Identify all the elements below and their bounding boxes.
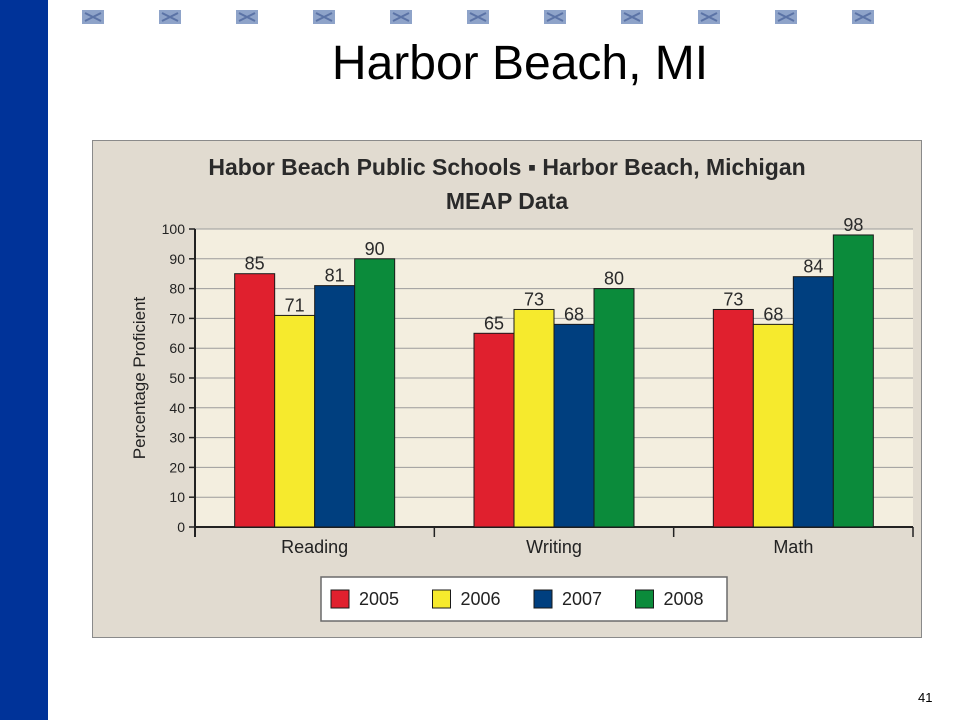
y-tick-label: 90 bbox=[169, 251, 185, 267]
bar-chart: 0 10 20 30 40 50 60 70 80 90 100 Percentage Profici… bbox=[130, 215, 914, 622]
legend: 2005 2006 2007 2008 bbox=[320, 576, 728, 622]
bar-math-2007 bbox=[792, 276, 834, 528]
legend-box bbox=[320, 576, 728, 622]
legend-swatch bbox=[330, 589, 350, 609]
bar-writing-2008 bbox=[593, 288, 635, 528]
bar-math-2005 bbox=[712, 308, 754, 528]
bar-writing-2007 bbox=[553, 323, 595, 528]
header-decoration bbox=[80, 9, 950, 25]
y-tick-label: 80 bbox=[169, 281, 185, 297]
chart-subtitle: MEAP Data bbox=[445, 188, 569, 214]
left-accent-bar bbox=[0, 0, 48, 720]
y-tick-label: 60 bbox=[169, 340, 185, 356]
legend-swatch bbox=[533, 589, 553, 609]
data-label: 98 bbox=[843, 215, 863, 235]
y-tick-label: 30 bbox=[169, 430, 185, 446]
bar-reading-2005 bbox=[234, 273, 276, 528]
bar-math-2006 bbox=[752, 323, 794, 528]
data-label: 81 bbox=[325, 266, 345, 286]
data-label: 68 bbox=[763, 304, 783, 324]
page-number: 41 bbox=[918, 690, 933, 705]
header-deco-square bbox=[82, 10, 104, 24]
header-deco-square bbox=[621, 10, 643, 24]
bar-math-2008 bbox=[832, 234, 874, 528]
header-deco-square bbox=[236, 10, 258, 24]
chart-title: Habor Beach Public Schools ▪ Harbor Beac… bbox=[208, 154, 806, 180]
data-label: 73 bbox=[723, 289, 743, 309]
chart-panel: Habor Beach Public Schools ▪ Harbor Beac… bbox=[92, 140, 922, 638]
bar-writing-2005 bbox=[473, 332, 515, 528]
legend-label: 2006 bbox=[461, 589, 501, 609]
bar-reading-2007 bbox=[314, 285, 356, 528]
legend-swatch bbox=[635, 589, 654, 609]
y-tick-label: 100 bbox=[162, 221, 186, 237]
bar-reading-2006 bbox=[274, 314, 316, 528]
data-label: 71 bbox=[285, 295, 305, 315]
data-label: 65 bbox=[484, 313, 504, 333]
y-tick-label: 70 bbox=[169, 310, 185, 326]
header-deco-square bbox=[159, 10, 181, 24]
legend-label: 2005 bbox=[359, 589, 399, 609]
header-deco-square bbox=[390, 10, 412, 24]
x-tick-label: Math bbox=[773, 537, 813, 557]
legend-label: 2008 bbox=[664, 589, 704, 609]
data-label: 85 bbox=[245, 254, 265, 274]
y-tick-label: 40 bbox=[169, 400, 185, 416]
header-deco-square bbox=[313, 10, 335, 24]
y-tick-label: 50 bbox=[169, 370, 185, 386]
y-tick-label: 20 bbox=[169, 459, 185, 475]
header-deco-square bbox=[544, 10, 566, 24]
header-deco-square bbox=[698, 10, 720, 24]
data-label: 84 bbox=[803, 257, 823, 277]
data-label: 73 bbox=[524, 289, 544, 309]
header-deco-square bbox=[852, 10, 874, 24]
y-tick-label: 0 bbox=[177, 519, 185, 535]
bar-writing-2006 bbox=[513, 308, 555, 528]
slide-title: Harbor Beach, MI bbox=[331, 37, 709, 90]
data-label: 90 bbox=[365, 239, 385, 259]
legend-swatch bbox=[432, 589, 451, 609]
y-axis-label: Percentage Proficient bbox=[130, 296, 149, 459]
header-deco-square bbox=[467, 10, 489, 24]
header-deco-square bbox=[775, 10, 797, 24]
data-label: 68 bbox=[564, 304, 584, 324]
data-label: 80 bbox=[604, 269, 624, 289]
x-tick-label: Reading bbox=[281, 537, 348, 557]
y-tick-label: 10 bbox=[169, 489, 185, 505]
bar-reading-2008 bbox=[354, 258, 396, 528]
legend-label: 2007 bbox=[562, 589, 602, 609]
x-tick-label: Writing bbox=[526, 537, 582, 557]
